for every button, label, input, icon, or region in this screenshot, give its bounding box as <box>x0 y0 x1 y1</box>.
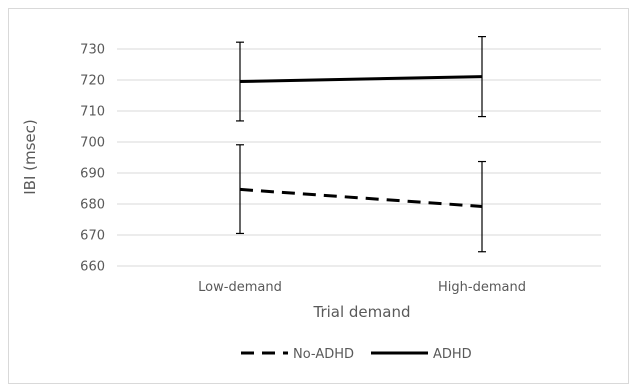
y-tick-label: 700 <box>80 136 105 151</box>
y-tick-label: 670 <box>80 229 105 244</box>
y-tick-label: 720 <box>80 74 105 89</box>
y-tick-label: 680 <box>80 198 105 213</box>
series-line-adhd <box>239 75 483 84</box>
x-tick-label: High-demand <box>438 280 526 295</box>
x-axis-title: Trial demand <box>312 303 410 321</box>
y-tick-label: 690 <box>80 167 105 182</box>
legend-label: No-ADHD <box>293 347 354 362</box>
chart-frame <box>8 8 629 384</box>
y-axis-title: IBI (msec) <box>21 119 39 195</box>
x-tick-label: Low-demand <box>198 280 282 295</box>
y-tick-label: 660 <box>80 260 105 275</box>
y-tick-label: 710 <box>80 105 105 120</box>
y-tick-label: 730 <box>80 43 105 58</box>
legend-label: ADHD <box>433 347 472 362</box>
